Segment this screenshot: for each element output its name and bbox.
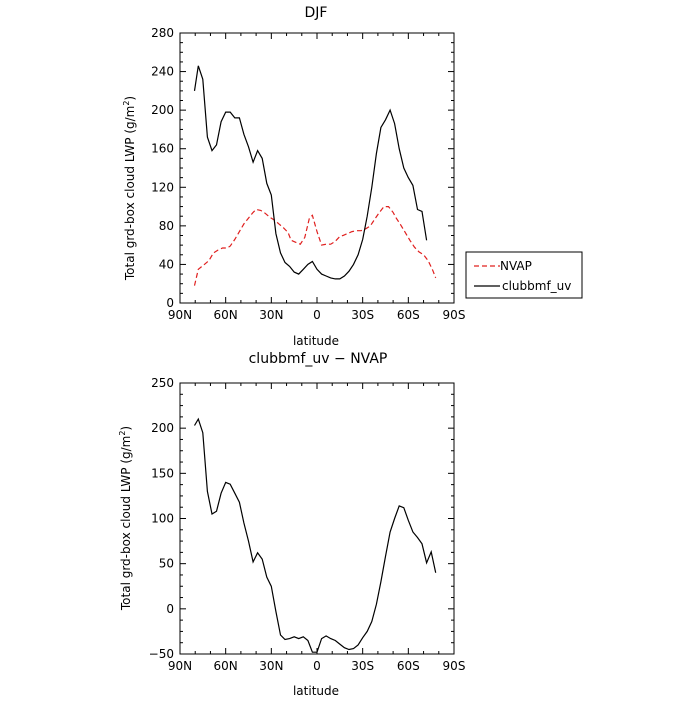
y-axis-tick-labels: 0 40 80 120 160 200 240 280 bbox=[151, 26, 174, 310]
y-tick-label: −50 bbox=[149, 647, 174, 661]
x-tick-label: 90N bbox=[168, 308, 192, 322]
x-tick-label: 0 bbox=[313, 659, 321, 673]
y-tick-label: 0 bbox=[166, 602, 174, 616]
panel-difference: clubbmf_uv − NVAP 90N 60N 30N 0 30S 60S 90S −5… bbox=[118, 351, 465, 698]
x-tick-label: 90N bbox=[168, 659, 192, 673]
series-line-difference bbox=[193, 417, 437, 653]
y-tick-label: 120 bbox=[151, 180, 174, 194]
x-axis-tick-labels: 90N 60N 30N 0 30S 60S 90S bbox=[168, 308, 466, 322]
x-axis-label: latitude bbox=[293, 334, 339, 348]
y-axis-tick-labels: −50 0 50 100 150 200 250 bbox=[149, 376, 174, 661]
series-layer bbox=[193, 65, 437, 286]
series-layer bbox=[193, 417, 437, 653]
y-axis-label: Total grd-box cloud LWP (g/m2) bbox=[122, 96, 137, 281]
y-tick-label: 150 bbox=[151, 466, 174, 480]
x-tick-label: 60N bbox=[214, 659, 238, 673]
y-tick-label: 160 bbox=[151, 142, 174, 156]
y-tick-label: 250 bbox=[151, 376, 174, 390]
x-tick-label: 30N bbox=[259, 308, 283, 322]
chart-title: DJF bbox=[305, 5, 328, 21]
axis-ticks bbox=[179, 382, 455, 655]
panel-djf: DJF 90N 60N 30N 0 30S 60S 90S 0 40 80 120 160 200 24… bbox=[122, 5, 583, 348]
y-tick-label: 100 bbox=[151, 512, 174, 526]
y-tick-label: 40 bbox=[159, 257, 174, 271]
legend: NVAP clubbmf_uv bbox=[465, 251, 583, 299]
y-tick-label: 200 bbox=[151, 103, 174, 117]
y-tick-label: 280 bbox=[151, 26, 174, 40]
x-tick-label: 30N bbox=[259, 659, 283, 673]
y-tick-label: 200 bbox=[151, 421, 174, 435]
y-tick-label: 0 bbox=[166, 296, 174, 310]
plot-frame bbox=[179, 32, 455, 304]
x-tick-label: 60S bbox=[397, 308, 420, 322]
x-tick-label: 90S bbox=[443, 659, 466, 673]
legend-label-nvap: NVAP bbox=[500, 259, 532, 273]
series-line-clubbmf-uv bbox=[193, 65, 428, 280]
x-tick-label: 60S bbox=[397, 659, 420, 673]
x-tick-label: 0 bbox=[313, 308, 321, 322]
x-tick-label: 60N bbox=[214, 308, 238, 322]
legend-box bbox=[465, 251, 583, 299]
y-axis-label: Total grd-box cloud LWP (g/m2) bbox=[118, 426, 133, 611]
x-axis-label: latitude bbox=[293, 684, 339, 698]
x-axis-tick-labels: 90N 60N 30N 0 30S 60S 90S bbox=[168, 659, 466, 673]
plot-frame bbox=[179, 382, 455, 655]
legend-label-clubbmf: clubbmf_uv bbox=[502, 279, 571, 293]
x-tick-label: 30S bbox=[351, 308, 374, 322]
y-tick-label: 80 bbox=[159, 219, 174, 233]
x-tick-label: 30S bbox=[351, 659, 374, 673]
y-tick-label: 240 bbox=[151, 65, 174, 79]
x-tick-label: 90S bbox=[443, 308, 466, 322]
y-tick-label: 50 bbox=[159, 557, 174, 571]
axis-ticks bbox=[179, 32, 455, 304]
chart-title: clubbmf_uv − NVAP bbox=[249, 351, 388, 367]
series-line-nvap bbox=[193, 206, 437, 286]
